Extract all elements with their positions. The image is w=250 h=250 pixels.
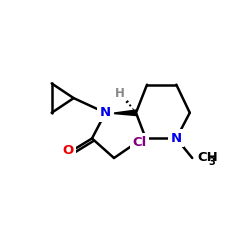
- Text: N: N: [100, 106, 111, 119]
- Text: H: H: [115, 87, 125, 100]
- Text: 3: 3: [208, 157, 215, 167]
- Text: Cl: Cl: [132, 136, 147, 148]
- Text: N: N: [171, 132, 182, 145]
- Polygon shape: [106, 109, 136, 116]
- Text: O: O: [62, 144, 74, 157]
- Text: CH: CH: [198, 151, 218, 164]
